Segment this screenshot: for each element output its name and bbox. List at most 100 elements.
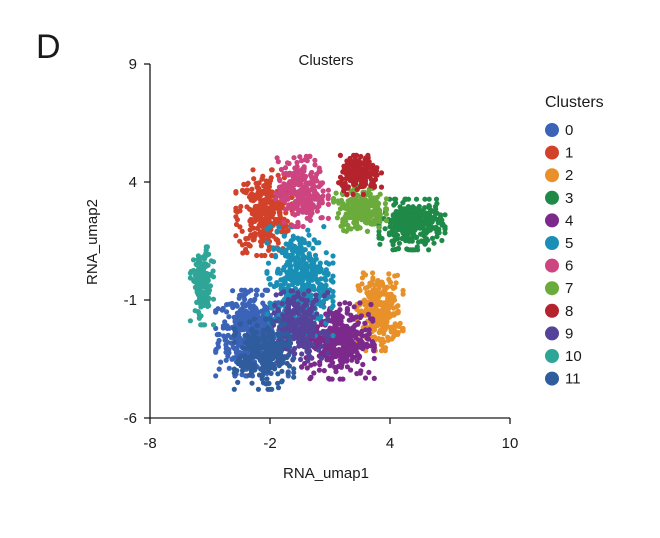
data-point [394, 309, 400, 315]
legend-swatch-4 [545, 213, 559, 228]
data-point [247, 227, 253, 233]
data-point [361, 173, 367, 179]
data-point [268, 370, 274, 376]
legend-swatch-7 [545, 281, 559, 296]
data-point [305, 227, 311, 233]
data-point [201, 289, 207, 296]
data-point [317, 361, 323, 368]
data-point [317, 299, 323, 305]
data-point [275, 307, 281, 314]
data-point [355, 169, 361, 175]
panel-letter: D [36, 28, 61, 66]
data-point [371, 375, 377, 381]
data-point [264, 195, 270, 201]
data-point [234, 345, 240, 351]
data-point [360, 191, 366, 197]
data-point [314, 208, 320, 214]
data-point [269, 320, 275, 326]
data-point [346, 226, 352, 232]
data-point [325, 201, 331, 207]
data-point [292, 179, 298, 185]
data-point [334, 215, 340, 221]
data-point [274, 353, 280, 359]
data-point [306, 240, 312, 246]
data-point [305, 319, 311, 325]
data-point [414, 244, 420, 250]
data-point [386, 232, 392, 238]
data-point [259, 373, 265, 379]
data-point [404, 246, 410, 252]
data-point [220, 305, 226, 311]
data-point [426, 203, 432, 209]
data-point [275, 172, 281, 178]
y-tick-label: -1 [124, 292, 137, 309]
data-point [372, 200, 378, 206]
data-point [307, 210, 313, 216]
data-point [313, 191, 319, 197]
data-point [421, 218, 427, 224]
data-point [259, 223, 265, 229]
data-point [241, 293, 247, 299]
data-point [357, 344, 363, 350]
data-point [350, 325, 356, 331]
cluster-6-points [273, 153, 331, 230]
data-point [264, 240, 270, 246]
data-point [376, 225, 382, 231]
data-point [415, 206, 421, 212]
data-point [390, 311, 396, 317]
data-point [312, 162, 318, 168]
y-tick-label: 9 [129, 56, 137, 73]
data-point [238, 363, 244, 369]
data-point [339, 322, 345, 328]
data-point [237, 325, 243, 331]
data-point [307, 153, 313, 159]
data-point [292, 276, 298, 282]
data-point [319, 343, 325, 349]
data-point [340, 376, 346, 382]
data-point [208, 258, 214, 264]
data-point [340, 222, 346, 228]
data-point [337, 174, 344, 180]
data-point [430, 225, 436, 231]
data-point [422, 205, 428, 211]
data-point [442, 212, 448, 218]
data-point [276, 333, 282, 339]
data-point [230, 304, 236, 311]
data-point [372, 298, 378, 304]
data-point [395, 245, 401, 251]
data-point [409, 229, 415, 235]
data-point [277, 186, 283, 192]
data-point [344, 364, 350, 370]
data-point [255, 194, 261, 200]
data-point [237, 208, 243, 214]
data-point [245, 180, 251, 186]
data-point [325, 289, 331, 296]
data-point [351, 345, 357, 351]
data-point [304, 298, 310, 304]
data-point [400, 287, 406, 294]
data-point [306, 232, 312, 238]
data-point [247, 299, 253, 305]
data-point [267, 224, 273, 230]
data-point [323, 267, 329, 273]
data-point [273, 292, 279, 298]
data-point [427, 212, 433, 218]
data-point [226, 314, 232, 320]
data-point [308, 270, 315, 276]
data-point [396, 216, 402, 223]
data-point [352, 216, 358, 222]
data-point [341, 188, 347, 194]
data-point [285, 303, 292, 309]
data-point [400, 291, 406, 297]
data-point [376, 208, 382, 214]
data-point [279, 196, 285, 202]
data-point [402, 196, 408, 202]
data-point [255, 189, 261, 195]
data-point [249, 186, 255, 192]
data-point [362, 285, 369, 291]
cluster-10-points [187, 244, 217, 328]
y-axis-label: RNA_umap2 [84, 199, 101, 285]
data-point [288, 238, 294, 244]
data-point [276, 358, 282, 364]
data-point [374, 309, 380, 315]
